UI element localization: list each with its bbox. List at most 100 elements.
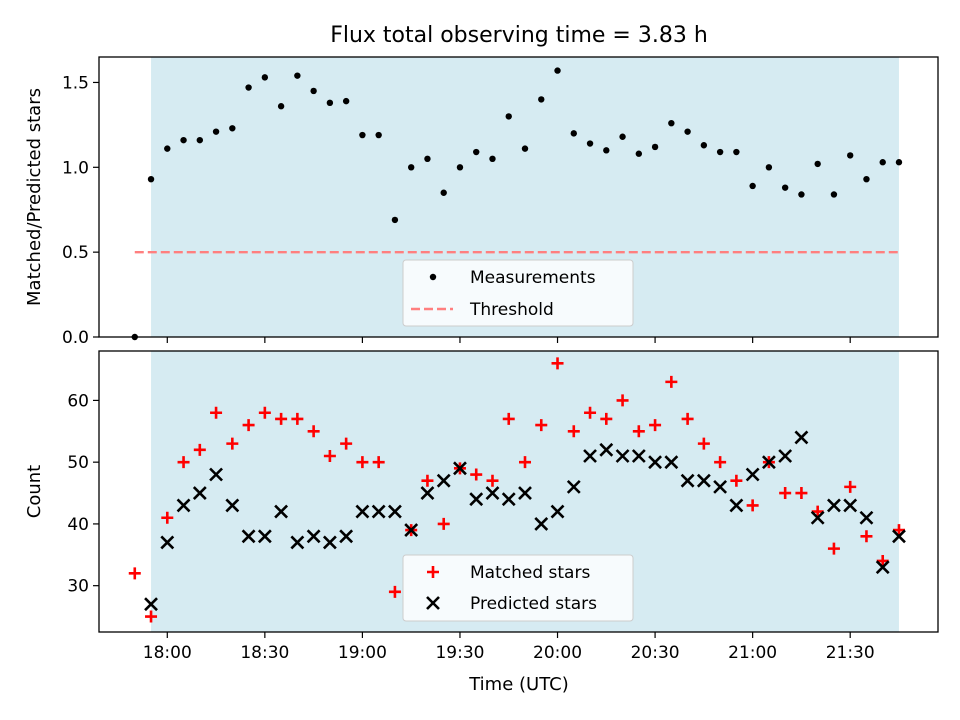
x-tick-label: 20:30: [631, 643, 680, 663]
measurement-point: [603, 147, 610, 154]
matched-star-point: [535, 419, 548, 432]
axes-frame: [98, 350, 939, 633]
matched-star-point: [519, 456, 532, 469]
predicted-star-point: [355, 504, 370, 519]
matched-star-point: [145, 610, 158, 623]
predicted-star-point: [680, 473, 695, 488]
predicted-star-point: [810, 510, 825, 525]
measurement-point: [814, 160, 821, 168]
measurement-point: [798, 191, 805, 198]
measurement-point: [863, 175, 870, 183]
predicted-star-point: [192, 486, 207, 500]
x-tick-label: 20:00: [533, 643, 582, 663]
measurement-point: [846, 152, 854, 159]
predicted-star-point: [469, 492, 484, 507]
y-tick-label: 30: [67, 577, 89, 597]
predicted-star-point: [778, 449, 793, 463]
measurement-point: [668, 119, 675, 127]
measurement-point: [407, 164, 415, 171]
predicted-star-point: [501, 492, 516, 507]
measurement-point: [635, 150, 643, 157]
matched-star-point: [210, 406, 223, 419]
measurement-point: [895, 159, 903, 166]
matched-star-point: [795, 487, 808, 500]
series-measurements: [131, 67, 903, 341]
matched-star-point: [746, 499, 759, 512]
matched-star-point: [372, 456, 385, 469]
matched-star-point: [502, 412, 515, 425]
matched-star-point: [632, 425, 645, 438]
predicted-star-point: [485, 486, 500, 500]
predicted-star-point: [534, 517, 549, 531]
matched-star-point: [128, 567, 141, 580]
predicted-star-point: [892, 529, 906, 544]
plot-panels: 0.0 0.5 1.0 1.5 Matched/Predicted stars Measu…: [24, 56, 939, 663]
measurement-point: [164, 145, 171, 152]
measurement-point: [749, 182, 756, 190]
matched-star-point: [649, 419, 662, 432]
measurement-point: [716, 148, 724, 156]
predicted-star-point: [713, 479, 728, 494]
matched-star-point: [827, 542, 840, 555]
y-tick-label: 1.5: [62, 73, 89, 93]
measurement-point: [294, 72, 301, 79]
matched-star-point: [226, 437, 239, 450]
predicted-star-point: [599, 442, 614, 457]
x-tick-label: 18:30: [240, 643, 289, 663]
x-tick-label: 21:30: [826, 643, 875, 663]
legend-marker: [429, 273, 437, 281]
measurement-point: [391, 216, 399, 224]
measurement-point: [424, 155, 431, 163]
matched-star-point: [714, 456, 727, 469]
series-matched-stars: [128, 357, 905, 623]
matched-star-point: [177, 456, 190, 469]
legend-box: [402, 554, 634, 622]
measurement-point: [781, 184, 789, 191]
predicted-star-point: [388, 504, 402, 519]
measurement-point: [538, 96, 545, 103]
measurement-point: [212, 128, 220, 135]
measurement-point: [473, 148, 480, 156]
predicted-star-point: [664, 455, 679, 470]
predicted-star-point: [225, 498, 240, 513]
matched-star-point: [665, 375, 678, 388]
matched-star-point: [437, 517, 450, 530]
predicted-star-point: [339, 529, 354, 544]
measurement-point: [440, 189, 447, 196]
predicted-star-point: [241, 529, 256, 544]
predicted-star-point: [827, 498, 841, 513]
predicted-star-point: [566, 479, 581, 494]
matched-star-point: [730, 474, 743, 487]
measurement-point: [521, 145, 529, 152]
measurement-point: [229, 125, 236, 132]
predicted-star-point: [648, 455, 663, 470]
y-tick-label: 1.0: [62, 158, 89, 178]
matched-star-point: [600, 412, 613, 425]
measurement-point: [180, 136, 187, 144]
matched-star-point: [486, 474, 499, 487]
measurement-point: [489, 155, 496, 163]
measurement-point: [879, 159, 886, 166]
measurement-point: [147, 175, 155, 183]
y-tick-label: 50: [67, 453, 89, 473]
matched-star-point: [242, 419, 255, 432]
predicted-star-point: [745, 467, 760, 482]
measurement-point: [765, 164, 773, 171]
measurement-point: [342, 97, 350, 105]
matched-star-point: [551, 357, 564, 370]
predicted-star-point: [631, 449, 646, 463]
legend-marker: [427, 566, 439, 578]
measurement-point: [570, 130, 577, 137]
x-tick-label: 21:00: [728, 643, 777, 663]
predicted-star-point: [274, 504, 289, 519]
measurement-point: [830, 191, 838, 198]
matched-star-point: [697, 437, 710, 450]
matched-star-point: [892, 524, 905, 537]
measurement-point: [684, 128, 691, 135]
predicted-star-point: [583, 449, 597, 463]
legend: Matched stars Predicted stars: [402, 554, 634, 622]
predicted-star-point: [729, 498, 744, 513]
matched-star-point: [421, 474, 434, 487]
predicted-star-point: [696, 473, 711, 488]
